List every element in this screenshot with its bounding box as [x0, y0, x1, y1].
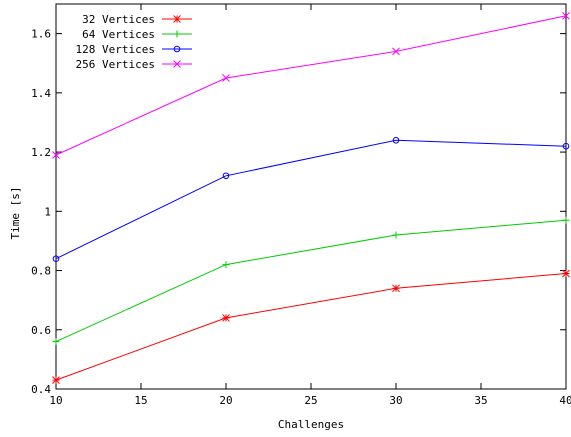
- data-point-0-3: [562, 269, 570, 278]
- legend-marker-2: [173, 45, 181, 53]
- series-line-1: [55, 219, 567, 343]
- data-point-0-2: [392, 284, 400, 293]
- series-line-2: [55, 139, 567, 260]
- data-point-3-2: [392, 47, 400, 56]
- x-tick-label: 40: [559, 394, 571, 407]
- y-tick-label: 0.4: [31, 383, 51, 396]
- series-line-0: [55, 273, 567, 381]
- series-layer: [52, 11, 570, 384]
- y-axis-label: Time [s]: [9, 187, 22, 240]
- y-tick-label: 0.8: [31, 265, 51, 278]
- y-tick-label: 0.6: [31, 324, 51, 337]
- data-point-1-1: [222, 261, 230, 269]
- x-tick-label: 30: [389, 394, 402, 407]
- x-tick-label: 10: [49, 394, 62, 407]
- x-tick-label: 35: [474, 394, 487, 407]
- x-tick-label: 15: [134, 394, 147, 407]
- legend-label-3: 256 Vertices: [76, 58, 155, 71]
- legend-label-1: 64 Vertices: [82, 28, 155, 41]
- legend-marker-0: [173, 15, 181, 23]
- data-point-1-3: [562, 216, 570, 224]
- legend-marker-1: [173, 30, 181, 38]
- legend-marker-3: [173, 60, 181, 68]
- y-tick-label: 1: [44, 205, 51, 218]
- data-point-3-1: [222, 74, 230, 82]
- y-tick-label: 1.4: [31, 87, 51, 100]
- data-point-2-1: [222, 172, 230, 180]
- legend: 32 Vertices 64 Vertices 128 Vertices 256 Ve…: [76, 13, 192, 71]
- data-point-3-3: [562, 11, 570, 20]
- data-point-2-0: [52, 255, 60, 262]
- data-point-0-0: [52, 376, 60, 384]
- x-axis-ticks: 10 15 20 25 30 35 40: [49, 4, 571, 407]
- y-tick-label: 1.6: [31, 28, 51, 41]
- y-tick-label: 1.2: [31, 146, 51, 159]
- data-point-1-2: [392, 231, 400, 239]
- legend-label-2: 128 Vertices: [76, 43, 155, 56]
- y-axis-ticks: 0.4 0.6 0.8 1 1.2 1.4 1.6: [31, 28, 566, 396]
- data-point-2-2: [392, 136, 400, 144]
- data-point-0-1: [222, 314, 230, 322]
- legend-label-0: 32 Vertices: [82, 13, 155, 26]
- x-axis-label: Challenges: [278, 418, 344, 431]
- x-tick-label: 20: [219, 394, 232, 407]
- data-point-1-0: [52, 338, 60, 346]
- x-tick-label: 25: [304, 394, 317, 407]
- data-point-3-0: [52, 151, 60, 159]
- data-point-2-3: [562, 142, 570, 150]
- series-line-3: [55, 15, 567, 156]
